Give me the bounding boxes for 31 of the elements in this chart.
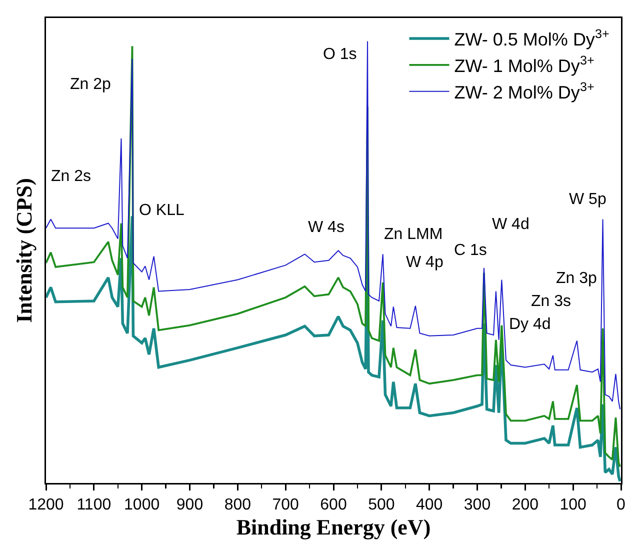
x-tick-label: 0 <box>616 496 626 514</box>
x-tick-label: 1200 <box>28 496 64 514</box>
x-tick-label: 600 <box>320 496 347 514</box>
x-tick-label: 100 <box>560 496 587 514</box>
annotation: W 4p <box>406 254 444 271</box>
legend-label: ZW- 1 Mol% Dy$^{3+}$ <box>454 53 594 76</box>
annotation: Zn 2p <box>70 76 112 93</box>
annotation: Dy 4d <box>509 316 551 333</box>
annotation: W 4d <box>492 216 530 233</box>
legend-label: ZW- 2 Mol% Dy$^{3+}$ <box>454 80 594 102</box>
annotation: Zn 3p <box>556 270 598 287</box>
legend-label: ZW- 0.5 Mol% Dy$^{3+}$ <box>454 26 610 50</box>
x-tick-label: 1000 <box>124 496 160 514</box>
annotation: Zn LMM <box>384 226 443 243</box>
x-tick-label: 500 <box>368 496 395 514</box>
annotation: W 4s <box>308 219 344 236</box>
x-tick-label: 300 <box>464 496 491 514</box>
x-tick-label: 700 <box>272 496 300 514</box>
x-tick-label: 1100 <box>76 496 112 514</box>
x-tick-label: 400 <box>416 496 443 514</box>
x-tick-label: 900 <box>176 496 204 514</box>
annotation: O KLL <box>139 202 184 219</box>
x-tick-label: 800 <box>224 496 252 514</box>
y-axis-title: Intensity (CPS) <box>12 178 37 323</box>
x-tick-label: 200 <box>512 496 539 514</box>
annotation: Zn 2s <box>51 168 92 185</box>
annotation: O 1s <box>323 46 357 63</box>
annotation: W 5p <box>569 191 606 208</box>
annotation: C 1s <box>454 242 487 259</box>
x-axis-title: Binding Energy (eV) <box>236 514 431 540</box>
annotation: Zn 3s <box>531 293 572 310</box>
